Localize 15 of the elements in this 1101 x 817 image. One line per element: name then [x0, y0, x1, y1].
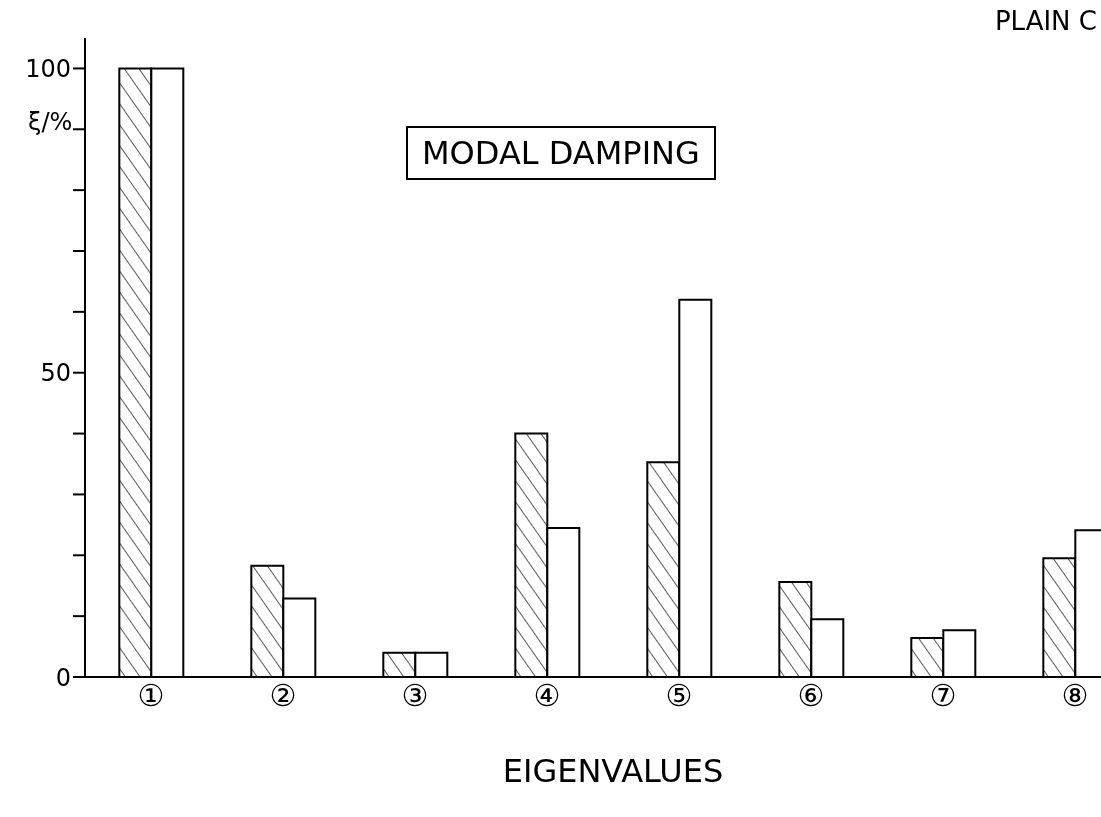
x-tick-label: ⑥ [797, 678, 825, 714]
y-tick-label: 50 [40, 359, 71, 388]
text: PLAIN C [994, 6, 1097, 36]
x-tick-label: ③ [401, 678, 429, 714]
x-axis-title: EIGENVALUES [502, 752, 724, 790]
x-tick-label: ④ [533, 678, 561, 714]
y-tick-label: 100 [25, 54, 71, 83]
y-axis-title: ξ/% [28, 108, 73, 136]
text: MODAL DAMPING [406, 126, 716, 180]
x-tick-label: ⑦ [929, 678, 957, 714]
x-tick-label: ⑤ [665, 678, 693, 714]
y-tick-label: 0 [55, 663, 71, 692]
x-tick-label: ② [269, 678, 297, 714]
x-tick-label: ① [137, 678, 165, 714]
x-tick-label: ⑧ [1061, 678, 1089, 714]
